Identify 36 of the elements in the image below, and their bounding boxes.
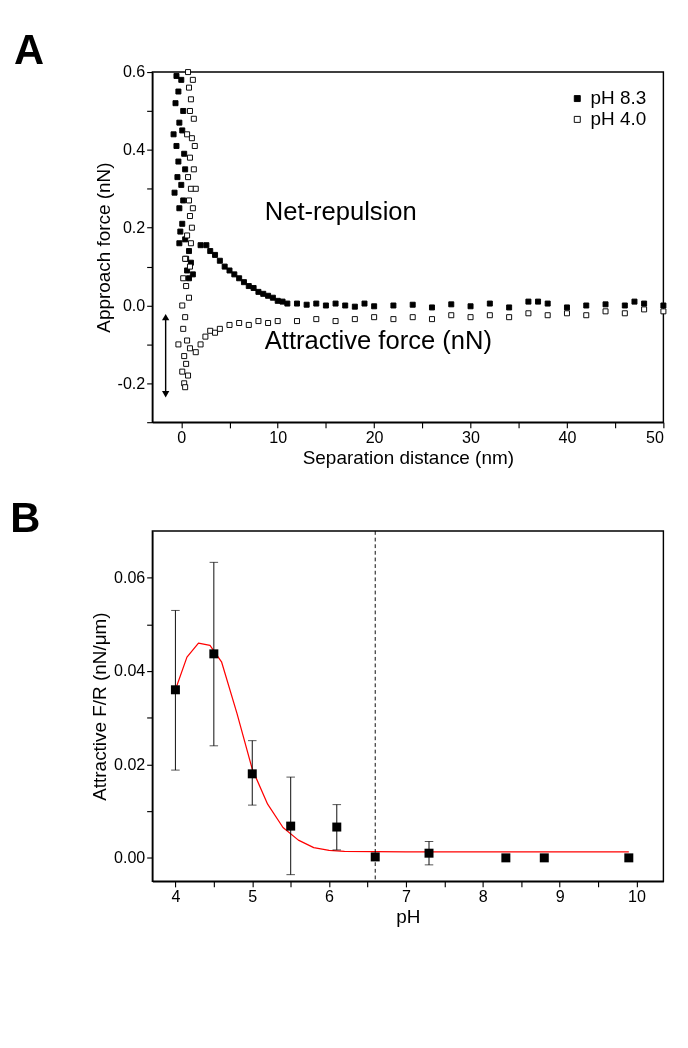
x-tick-label: 10 bbox=[269, 427, 288, 446]
point bbox=[539, 853, 549, 863]
y-axis-title: Attractive F/R (nN/μm) bbox=[89, 612, 111, 801]
y-tick-label: 0.2 bbox=[122, 217, 146, 236]
x-tick-label: 50 bbox=[645, 427, 664, 446]
chart-title: B bbox=[10, 493, 41, 541]
legend-label: pH 8.3 bbox=[590, 87, 647, 109]
y-tick-label: -0.2 bbox=[117, 373, 146, 392]
x-tick-label: 10 bbox=[628, 886, 646, 905]
x-tick-label: 0 bbox=[177, 427, 187, 446]
x-tick-label: 4 bbox=[171, 886, 181, 905]
point bbox=[624, 853, 634, 863]
point bbox=[501, 853, 511, 863]
x-tick-label: 6 bbox=[325, 886, 335, 905]
x-tick-label: 9 bbox=[555, 886, 565, 905]
x-tick-label: 40 bbox=[558, 427, 577, 446]
x-axis-title: Separation distance (nm) bbox=[302, 447, 514, 469]
y-tick-label: 0.04 bbox=[113, 661, 146, 680]
legend-label: pH 4.0 bbox=[590, 108, 647, 130]
x-tick-label: 30 bbox=[462, 427, 481, 446]
y-axis-title: Approach force (nN) bbox=[92, 162, 114, 333]
chart-title: A bbox=[13, 26, 44, 74]
point bbox=[370, 852, 380, 862]
y-tick-label: 0.4 bbox=[122, 140, 146, 159]
y-tick-label: 0.02 bbox=[113, 754, 146, 773]
y-tick-label: 0.6 bbox=[122, 62, 146, 81]
x-tick-label: 20 bbox=[365, 427, 384, 446]
y-tick-label: 0.06 bbox=[113, 567, 146, 586]
y-tick-label: 0.00 bbox=[113, 848, 146, 867]
annotation: Attractive force (nN) bbox=[264, 326, 492, 355]
x-axis-title: pH bbox=[396, 906, 421, 928]
x-tick-label: 5 bbox=[248, 886, 258, 905]
x-tick-label: 7 bbox=[401, 886, 411, 905]
y-tick-label: 0.0 bbox=[122, 295, 146, 314]
x-tick-label: 8 bbox=[478, 886, 488, 905]
annotation: Net-repulsion bbox=[264, 196, 417, 225]
